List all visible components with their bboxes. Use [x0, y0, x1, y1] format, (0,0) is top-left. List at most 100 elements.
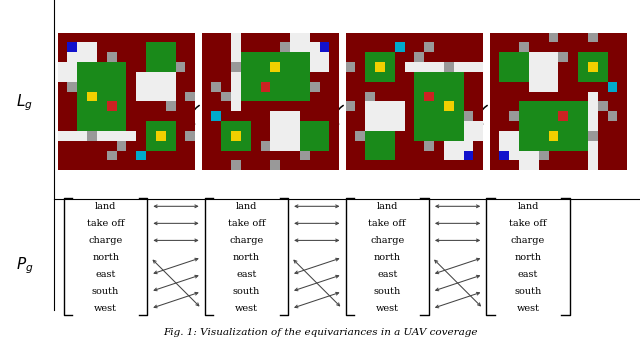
Bar — [211, 102, 221, 111]
Bar — [175, 92, 186, 102]
Bar — [539, 82, 548, 92]
Bar — [578, 121, 588, 131]
Bar — [107, 92, 116, 102]
Bar — [424, 92, 434, 102]
Bar — [404, 33, 415, 43]
Bar — [116, 33, 126, 43]
Bar — [598, 121, 607, 131]
Bar — [519, 43, 529, 52]
Bar — [618, 52, 627, 62]
Bar — [385, 62, 395, 72]
Bar — [186, 62, 195, 72]
Bar — [67, 43, 77, 52]
Text: east: east — [95, 270, 116, 279]
Text: south: south — [374, 287, 401, 296]
Bar — [146, 92, 156, 102]
Bar — [375, 102, 385, 111]
Bar — [330, 160, 339, 170]
Bar — [300, 62, 310, 72]
Bar — [548, 102, 558, 111]
Bar — [97, 52, 107, 62]
Bar — [444, 131, 454, 141]
Bar — [365, 111, 375, 121]
Bar — [404, 111, 415, 121]
Bar — [539, 43, 548, 52]
Bar — [434, 52, 444, 62]
Bar — [415, 160, 424, 170]
Bar — [395, 102, 404, 111]
Bar — [175, 62, 186, 72]
Bar — [454, 131, 463, 141]
Bar — [395, 72, 404, 82]
Bar — [598, 160, 607, 170]
Bar — [509, 141, 519, 151]
Bar — [404, 151, 415, 160]
Bar — [97, 102, 107, 111]
Bar — [454, 82, 463, 92]
Bar — [77, 111, 87, 121]
Bar — [156, 102, 166, 111]
Bar — [77, 52, 87, 62]
Bar — [346, 160, 355, 170]
Bar — [202, 111, 211, 121]
Bar — [67, 62, 77, 72]
Bar — [241, 52, 251, 62]
Bar — [454, 33, 463, 43]
Bar — [404, 102, 415, 111]
Text: $L_g$: $L_g$ — [16, 92, 33, 113]
Bar — [58, 160, 67, 170]
Bar — [598, 62, 607, 72]
Bar — [415, 111, 424, 121]
Text: charge: charge — [511, 236, 545, 245]
Bar — [519, 121, 529, 131]
Bar — [186, 82, 195, 92]
Bar — [127, 141, 136, 151]
Bar — [270, 121, 280, 131]
Bar — [310, 102, 319, 111]
Bar — [202, 33, 211, 43]
Bar — [385, 160, 395, 170]
Bar — [310, 62, 319, 72]
Bar — [346, 62, 355, 72]
Bar — [67, 92, 77, 102]
Bar — [607, 131, 618, 141]
Bar — [231, 82, 241, 92]
Bar — [221, 33, 231, 43]
Bar — [87, 52, 97, 62]
Bar — [539, 33, 548, 43]
Bar — [87, 141, 97, 151]
Bar — [107, 72, 116, 82]
Bar — [385, 82, 395, 92]
Bar — [346, 52, 355, 62]
Bar — [395, 111, 404, 121]
Bar — [385, 141, 395, 151]
Bar — [444, 82, 454, 92]
Bar — [539, 92, 548, 102]
Bar — [116, 131, 126, 141]
Bar — [365, 72, 375, 82]
Bar — [588, 72, 598, 82]
Bar — [509, 121, 519, 131]
Bar — [166, 121, 175, 131]
Text: take off: take off — [509, 219, 547, 228]
Bar — [529, 43, 539, 52]
Bar — [404, 160, 415, 170]
Bar — [424, 43, 434, 52]
Bar — [598, 131, 607, 141]
Bar — [568, 131, 578, 141]
Bar — [156, 131, 166, 141]
Bar — [87, 62, 97, 72]
Bar — [463, 121, 474, 131]
Bar — [463, 72, 474, 82]
Bar — [280, 141, 290, 151]
Bar — [211, 111, 221, 121]
Bar — [221, 160, 231, 170]
Bar — [280, 52, 290, 62]
Bar — [529, 82, 539, 92]
Bar — [251, 141, 260, 151]
Text: west: west — [94, 304, 117, 313]
Bar — [67, 131, 77, 141]
Bar — [618, 72, 627, 82]
Bar — [355, 72, 365, 82]
Bar — [415, 102, 424, 111]
